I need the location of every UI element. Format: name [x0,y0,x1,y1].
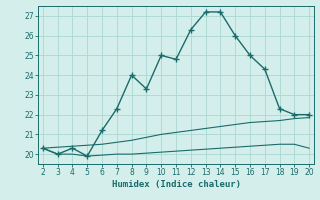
X-axis label: Humidex (Indice chaleur): Humidex (Indice chaleur) [111,180,241,189]
